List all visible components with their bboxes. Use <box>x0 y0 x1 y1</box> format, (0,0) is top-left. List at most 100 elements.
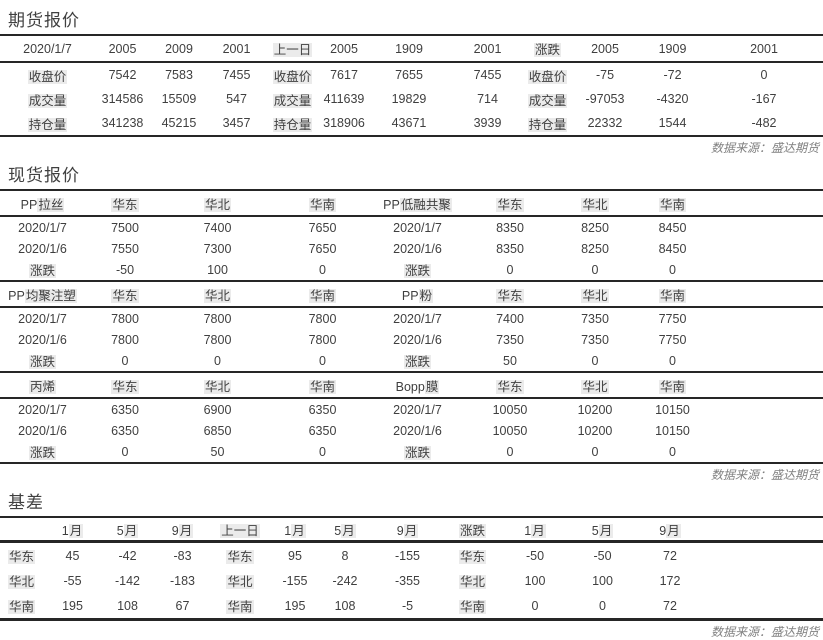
header-row: 2020/1/7 2005 2009 2001 上一日 2005 1909 2001 涨跌 200… <box>0 36 823 63</box>
table-cell: 6900 <box>203 402 232 417</box>
table-cell: 2020/1/7 <box>18 311 67 326</box>
table-cell: 0 <box>630 350 715 373</box>
table-cell: 22332 <box>587 116 623 130</box>
table-row: 持仓量 341238 45215 3457 持仓量 318906 43671 3939 持仓量 2… <box>0 111 823 136</box>
table-cell: 3457 <box>222 116 251 130</box>
table-cell: 7455 <box>473 68 502 82</box>
table-cell <box>715 350 823 373</box>
block-header-row: PP拉丝 华东 华北 华南 PP低融共聚 华东 华北 华南 <box>0 191 823 217</box>
table-cell: 0 <box>270 441 375 464</box>
table-cell: 成交量 <box>527 93 568 108</box>
table-row: 2020/1/6 7550 7300 7650 2020/1/6 8350 8250 8450 <box>0 238 823 259</box>
table-cell: 1544 <box>658 116 687 130</box>
table-cell: 华南 <box>226 600 254 614</box>
table-cell: 6350 <box>111 402 139 417</box>
column-header: 涨跌 <box>525 36 570 63</box>
table-cell: 7800 <box>111 311 139 326</box>
basis-table: 1月 5月 9月 上一日 1月 5月 9月 涨跌 1月 5月 9月 华东 45 -42 -83 华东 95 8 -1… <box>0 518 823 621</box>
column-header: 1909 <box>368 36 450 63</box>
table-cell <box>715 441 823 464</box>
table-cell: 95 <box>288 548 302 563</box>
table-row: 涨跌 0 50 0 涨跌 0 0 0 <box>0 441 823 464</box>
table-cell: 547 <box>226 92 247 106</box>
table-cell: -50 <box>593 548 612 563</box>
column-header: 2001 <box>705 36 823 63</box>
table-cell <box>705 542 823 569</box>
futures-table: 2020/1/7 2005 2009 2001 上一日 2005 1909 2001 涨跌 200… <box>0 36 823 137</box>
table-cell <box>705 568 823 593</box>
table-cell: 涨跌 <box>0 350 85 373</box>
header-row: 1月 5月 9月 上一日 1月 5月 9月 涨跌 1月 5月 9月 <box>0 518 823 543</box>
table-cell: 2020/1/7 <box>18 402 67 417</box>
table-row: 华北 -55 -142 -183 华北 -155 -242 -355 华北 100 100 172 <box>0 568 823 593</box>
table-cell: -355 <box>394 573 421 588</box>
table-cell: -482 <box>751 116 777 130</box>
table-cell: 6850 <box>203 423 232 438</box>
column-header: PP均聚注塑 <box>0 281 85 308</box>
table-cell: 0 <box>560 259 630 282</box>
table-cell: -155 <box>282 573 308 588</box>
table-cell: 0 <box>560 441 630 464</box>
table-cell: 100 <box>592 573 613 588</box>
table-cell: 7455 <box>222 68 251 82</box>
table-cell: 0 <box>270 259 375 282</box>
table-cell: 成交量 <box>27 93 68 108</box>
table-cell: 7350 <box>581 332 609 347</box>
table-cell: 7550 <box>111 241 139 256</box>
column-header: 5月 <box>320 518 370 543</box>
table-cell: 2020/1/6 <box>18 423 67 438</box>
table-cell: 10050 <box>492 423 528 438</box>
table-cell: 华东 <box>8 550 36 564</box>
column-header: 华东 <box>85 191 165 217</box>
table-cell: 100 <box>524 573 546 588</box>
table-cell: 涨跌 <box>375 350 460 373</box>
table-cell: 7800 <box>308 311 337 326</box>
table-cell: 2020/1/6 <box>393 241 442 256</box>
column-header: 华北 <box>165 281 270 308</box>
column-header: 2005 <box>570 36 640 63</box>
table-cell: 10150 <box>655 423 690 438</box>
table-cell: 67 <box>175 598 190 613</box>
spot-section: 现货报价 PP拉丝 华东 华北 华南 PP低融共聚 华东 华北 华南 2020/1/7 7500 7… <box>0 155 823 482</box>
column-header: PP低融共聚 <box>375 191 460 217</box>
table-cell: 172 <box>659 573 681 588</box>
table-cell: 收盘价 <box>527 69 568 84</box>
table-cell: 2020/1/7 <box>393 220 442 235</box>
table-cell: 2020/1/6 <box>18 241 67 256</box>
table-cell: 7617 <box>330 68 358 82</box>
table-cell: 341238 <box>101 116 144 130</box>
table-cell: 华东 <box>226 550 254 564</box>
column-header: 5月 <box>570 518 635 543</box>
data-source-note: 数据来源：盛达期货 <box>710 468 819 482</box>
table-cell: 0 <box>85 350 165 373</box>
table-row: 2020/1/7 7800 7800 7800 2020/1/7 7400 7350 7750 <box>0 307 823 329</box>
table-cell: 华北 <box>8 575 36 589</box>
table-cell: 成交量 <box>272 93 313 108</box>
table-cell: -183 <box>169 573 196 588</box>
table-cell: 314586 <box>101 92 144 106</box>
spot-table: PP拉丝 华东 华北 华南 PP低融共聚 华东 华北 华南 2020/1/7 7500 7400 76… <box>0 191 823 464</box>
table-cell: 6350 <box>111 423 139 438</box>
column-header: 华北 <box>560 191 630 217</box>
table-cell: 7650 <box>308 220 337 235</box>
table-cell: 10200 <box>577 423 613 438</box>
column-header: 2020/1/7 <box>0 36 95 63</box>
table-cell: 华南 <box>8 600 36 614</box>
column-header: 华东 <box>460 281 560 308</box>
table-cell: 8450 <box>658 241 687 256</box>
column-header <box>715 191 823 217</box>
table-cell: 7655 <box>395 68 423 82</box>
table-cell: 45215 <box>161 116 197 130</box>
table-row: 华东 45 -42 -83 华东 95 8 -155 华东 -50 -50 72 <box>0 542 823 569</box>
spot-section-title: 现货报价 <box>0 155 823 191</box>
column-header: 9月 <box>370 518 445 543</box>
table-cell: 华南 <box>458 600 486 614</box>
column-header: Bopp膜 <box>375 372 460 399</box>
data-source-note: 数据来源：盛达期货 <box>710 141 819 155</box>
table-cell: 108 <box>117 598 138 613</box>
table-cell: 195 <box>284 598 306 613</box>
column-header: 华南 <box>630 281 715 308</box>
table-cell: -242 <box>332 573 358 588</box>
table-cell: -42 <box>118 548 137 563</box>
table-cell: 50 <box>460 350 560 373</box>
